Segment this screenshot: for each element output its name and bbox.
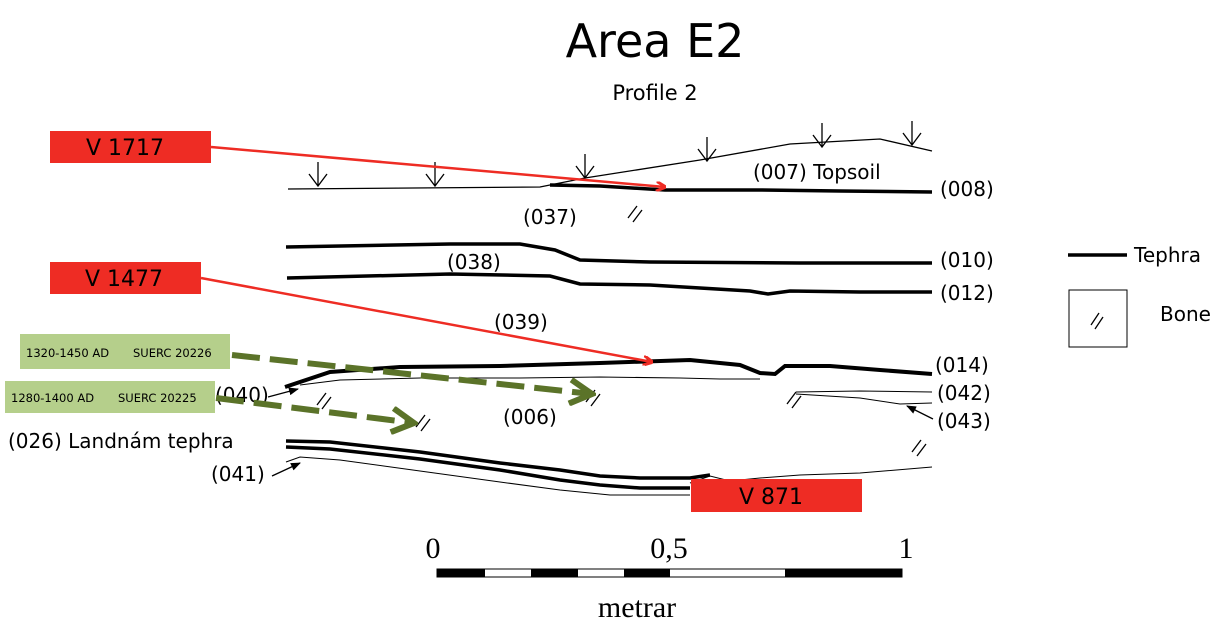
layer-040-boundary	[299, 376, 760, 386]
layer-043-line	[795, 393, 933, 405]
tephra-012-line	[286, 272, 932, 296]
label-landnam-tephra: (026) Landnám tephra	[8, 429, 234, 453]
label-039: (039)	[494, 310, 548, 334]
legend-bone-label: Bone	[1160, 302, 1211, 326]
pointer-043	[906, 405, 934, 420]
sample-box-v1477	[50, 262, 201, 294]
date-box-suerc-20226	[20, 334, 230, 369]
tephra-014-line	[284, 357, 933, 389]
tephra-008-line	[549, 183, 933, 194]
tephra-010-line	[285, 242, 932, 265]
sample-label-v871: V 871	[739, 485, 803, 510]
scale-unit: metrar	[598, 591, 676, 624]
label-041: (041)	[211, 462, 265, 486]
date-range-1: 1320-1450 AD	[26, 346, 109, 360]
sample-box-v1717	[50, 131, 211, 163]
legend-bone-swatch	[1068, 289, 1128, 348]
sample-label-v1717: V 1717	[86, 136, 164, 161]
label-006: (006)	[503, 405, 557, 429]
label-043: (043)	[937, 409, 991, 433]
scale-bar	[436, 568, 903, 578]
diagram-title: Area E2	[566, 14, 745, 68]
legend-bone-icon	[1090, 312, 1104, 330]
pointer-041	[271, 462, 301, 477]
dashed-arrow-suerc-20226	[231, 352, 592, 394]
diagram-subtitle: Profile 2	[612, 81, 697, 105]
landnam-tephra-lower	[285, 445, 690, 490]
label-037: (037)	[523, 205, 577, 229]
scale-tick-1: 1	[899, 532, 914, 565]
layer-041-line	[285, 456, 690, 496]
arrow-v1717	[210, 145, 665, 187]
label-topsoil: (007) Topsoil	[753, 160, 881, 184]
date-box-suerc-20225	[5, 381, 215, 413]
pointer-040	[267, 387, 299, 398]
label-010: (010)	[940, 248, 994, 272]
dashed-arrow-suerc-20225	[215, 395, 414, 423]
legend-tephra-label: Tephra	[1133, 243, 1201, 267]
label-038: (038)	[447, 250, 501, 274]
date-lab-2: SUERC 20225	[118, 391, 197, 405]
label-008: (008)	[940, 177, 994, 201]
sample-box-v871	[691, 479, 862, 512]
grass-symbols	[308, 121, 922, 188]
arrow-v1477	[200, 276, 652, 362]
layer-042-line	[795, 390, 933, 393]
scale-tick-0: 0	[426, 532, 441, 565]
label-012: (012)	[940, 281, 994, 305]
sample-label-v1477: V 1477	[85, 267, 163, 292]
scale-tick-0-5: 0,5	[650, 532, 688, 565]
date-lab-1: SUERC 20226	[133, 346, 212, 360]
lower-boundary-line	[689, 466, 933, 484]
label-042: (042)	[937, 381, 991, 405]
label-014: (014)	[935, 353, 989, 377]
ground-surface-line	[287, 138, 933, 190]
landnam-tephra-upper	[285, 439, 711, 480]
date-range-2: 1280-1400 AD	[11, 391, 94, 405]
